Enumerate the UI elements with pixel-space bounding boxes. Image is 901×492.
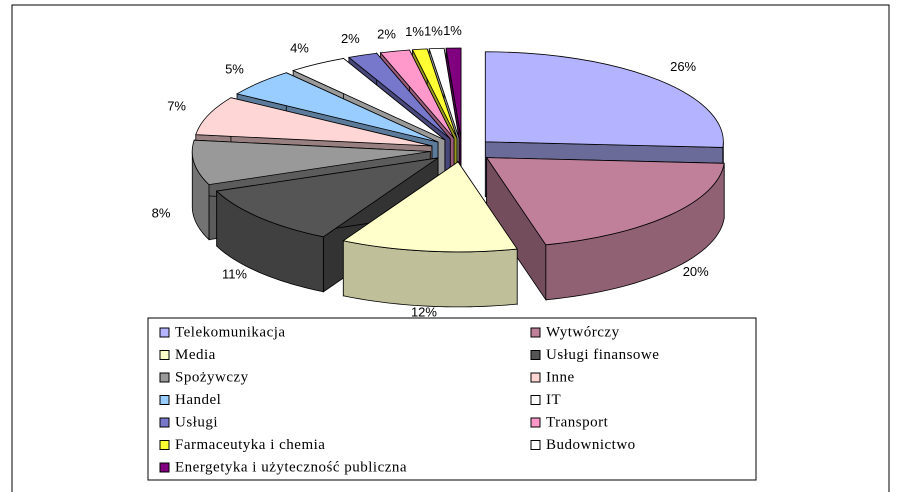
value-label: 11% <box>222 267 247 282</box>
value-label: 1% <box>405 24 424 39</box>
legend-swatch <box>159 372 170 383</box>
pie-slice <box>484 51 724 148</box>
pie-slice <box>292 58 446 141</box>
legend-label: Usługi finansowe <box>546 347 659 363</box>
pie-slice <box>342 161 518 253</box>
value-label: 7% <box>167 99 186 114</box>
value-label: 1% <box>424 23 443 38</box>
legend-label: Energetyka i użyteczność publiczna <box>175 459 407 475</box>
legend-swatch <box>159 350 170 360</box>
pie-slice <box>379 49 455 139</box>
value-label: 26% <box>670 59 696 74</box>
legend-swatch <box>159 440 170 450</box>
legend-label: IT <box>546 392 561 408</box>
legend-label: Farmaceutyka i chemia <box>175 437 325 453</box>
legend-label: Media <box>175 347 216 363</box>
legend-swatch <box>530 372 541 383</box>
legend-label: Spożywczy <box>175 369 249 385</box>
value-label: 2% <box>377 26 396 41</box>
value-label: 5% <box>225 62 244 77</box>
pie-slice <box>485 157 725 246</box>
pie-slice <box>411 48 458 139</box>
legend-swatch <box>530 327 541 338</box>
legend-label: Usługi <box>175 414 218 430</box>
legend-swatch <box>530 395 541 405</box>
legend-label: Transport <box>546 414 609 430</box>
legend: Telekomunikacja Wytwórczy Media Usługi fina… <box>159 324 659 475</box>
legend-label: Handel <box>175 392 221 408</box>
pie-slice <box>215 157 439 238</box>
pie-slice <box>347 52 451 140</box>
legend-swatch <box>159 417 170 428</box>
legend-label: Budownictwo <box>546 437 636 453</box>
pie-slice <box>195 97 432 147</box>
legend-swatch <box>530 417 541 428</box>
value-label: 4% <box>290 41 309 56</box>
value-label: 20% <box>683 264 709 279</box>
legend-label: Inne <box>546 369 575 385</box>
value-label: 8% <box>152 205 171 220</box>
pie-slice <box>428 47 460 139</box>
legend-swatch <box>159 395 170 405</box>
pie: 1%1%1%2%2%4%26%5%7%8%20%11%12% <box>152 23 725 320</box>
value-label: 1% <box>443 23 462 38</box>
legend-label: Wytwórczy <box>546 324 620 340</box>
legend-swatch <box>530 440 541 450</box>
legend-label: Telekomunikacja <box>175 324 286 340</box>
value-label: 2% <box>341 31 360 46</box>
pie-slice <box>445 47 462 139</box>
value-label: 12% <box>411 305 437 320</box>
legend-swatch <box>159 327 170 338</box>
pie-slice <box>235 72 439 143</box>
pie-slice <box>191 139 431 186</box>
legend-swatch <box>159 462 170 473</box>
legend-box <box>147 317 757 481</box>
legend-swatch <box>530 350 541 360</box>
